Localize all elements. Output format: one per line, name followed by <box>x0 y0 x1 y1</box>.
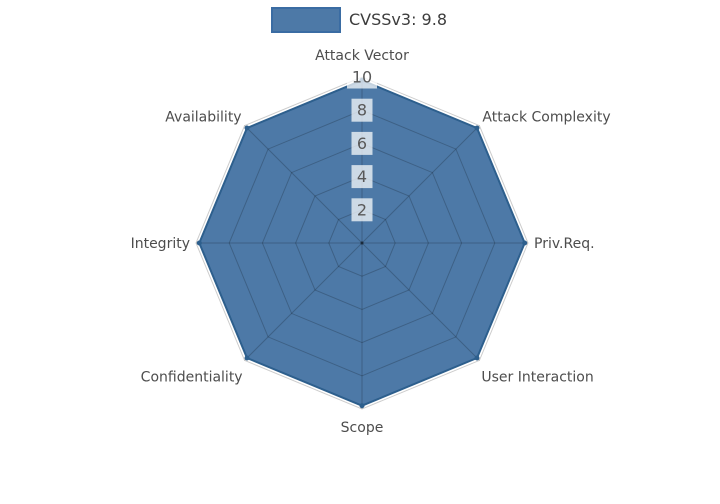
tick-label-2: 2 <box>357 200 367 219</box>
axis-spoke-confidentiality <box>244 242 363 361</box>
center-dot <box>360 241 364 245</box>
data-point-attack-complexity <box>474 125 480 131</box>
tick-label-4: 4 <box>357 167 367 186</box>
data-point-integrity <box>196 240 202 246</box>
grid-ring-8 <box>228 109 496 377</box>
tick-bg-8 <box>351 98 373 122</box>
axis-spoke-attack-complexity <box>361 125 480 244</box>
data-point-priv-req <box>522 240 528 246</box>
data-point-confidentiality <box>244 355 250 361</box>
category-label-attack-complexity: Attack Complexity <box>482 110 610 126</box>
data-point-user-interaction <box>474 355 480 361</box>
data-point-availability <box>244 125 250 131</box>
legend-item-cvssv3[interactable]: CVSSv3: 9.8 <box>271 7 447 33</box>
legend-label: CVSSv3: 9.8 <box>349 10 447 29</box>
category-label-attack-vector: Attack Vector <box>315 48 409 64</box>
grid-ring-2 <box>328 209 396 277</box>
tick-label-10: 10 <box>352 68 372 87</box>
tick-label-8: 8 <box>357 101 367 120</box>
tick-bg-4 <box>351 165 373 189</box>
axis-spoke-availability <box>244 125 363 244</box>
legend-swatch <box>271 7 341 33</box>
series-fill-cvssv3-9-8 <box>199 80 525 406</box>
category-label-confidentiality: Confidentiality <box>141 369 243 385</box>
tick-bg-2 <box>351 198 373 222</box>
grid-ring-4 <box>295 176 429 310</box>
category-label-priv-req: Priv.Req. <box>534 236 595 252</box>
category-label-integrity: Integrity <box>131 236 190 252</box>
category-label-user-interaction: User Interaction <box>481 369 593 385</box>
tick-bg-6 <box>351 131 373 155</box>
tick-bg-10 <box>347 65 377 89</box>
grid-ring-6 <box>261 142 463 344</box>
data-point-scope <box>359 403 365 409</box>
category-label-availability: Availability <box>165 110 241 126</box>
tick-label-6: 6 <box>357 134 367 153</box>
category-label-scope: Scope <box>341 420 384 436</box>
grid-ring-10 <box>195 76 529 410</box>
axis-spoke-user-interaction <box>361 242 480 361</box>
